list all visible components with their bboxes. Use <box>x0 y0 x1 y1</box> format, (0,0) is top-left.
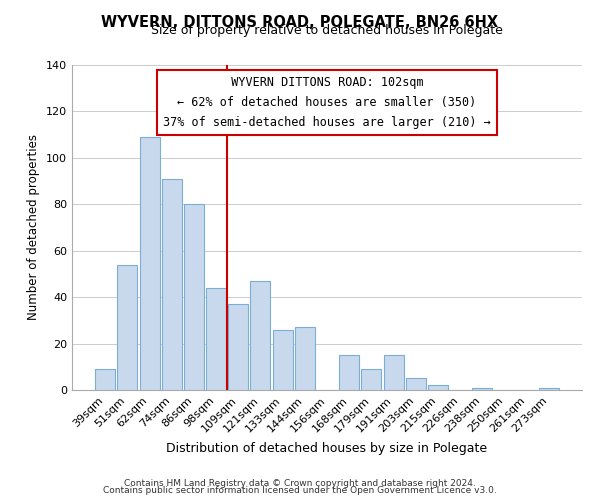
Bar <box>361 369 382 390</box>
Text: WYVERN, DITTONS ROAD, POLEGATE, BN26 6HX: WYVERN, DITTONS ROAD, POLEGATE, BN26 6HX <box>101 15 499 30</box>
Bar <box>406 378 426 390</box>
Bar <box>295 328 315 390</box>
Bar <box>228 304 248 390</box>
Text: Contains public sector information licensed under the Open Government Licence v3: Contains public sector information licen… <box>103 486 497 495</box>
Bar <box>383 355 404 390</box>
Title: Size of property relative to detached houses in Polegate: Size of property relative to detached ho… <box>151 24 503 38</box>
Bar <box>162 179 182 390</box>
Bar <box>140 137 160 390</box>
Bar <box>206 288 226 390</box>
Bar <box>95 369 115 390</box>
Bar <box>339 355 359 390</box>
Y-axis label: Number of detached properties: Number of detached properties <box>28 134 40 320</box>
X-axis label: Distribution of detached houses by size in Polegate: Distribution of detached houses by size … <box>166 442 488 455</box>
Bar <box>428 386 448 390</box>
Bar <box>539 388 559 390</box>
Bar <box>272 330 293 390</box>
Bar <box>472 388 492 390</box>
Text: WYVERN DITTONS ROAD: 102sqm  
← 62% of detached houses are smaller (350)
37% of : WYVERN DITTONS ROAD: 102sqm ← 62% of det… <box>163 76 491 130</box>
Bar <box>118 264 137 390</box>
Bar <box>184 204 204 390</box>
Bar <box>250 281 271 390</box>
Text: Contains HM Land Registry data © Crown copyright and database right 2024.: Contains HM Land Registry data © Crown c… <box>124 478 476 488</box>
